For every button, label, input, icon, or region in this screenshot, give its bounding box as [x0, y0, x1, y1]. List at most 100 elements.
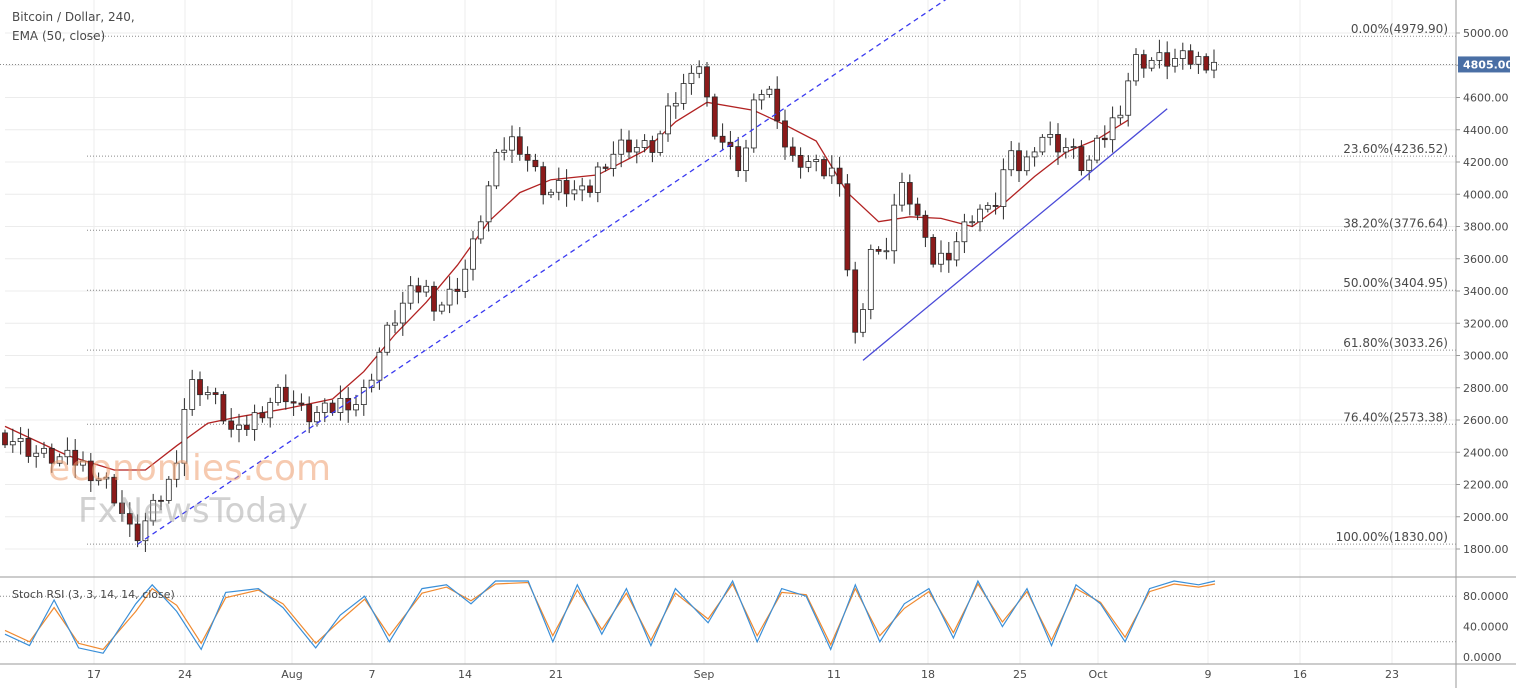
candle-body: [33, 452, 40, 457]
watermark-economies: economies.com: [48, 448, 331, 489]
candle-body: [758, 94, 765, 101]
watermark-fxnewstoday: FxNewsToday: [78, 491, 308, 531]
time-tick-label: Oct: [1088, 668, 1108, 681]
candle-body: [306, 404, 313, 423]
candle-body: [883, 250, 890, 253]
candle-body: [25, 437, 32, 457]
time-tick-label: 23: [1385, 668, 1399, 681]
price-tick-label: 2000.00: [1463, 511, 1509, 524]
candle-body: [134, 523, 141, 542]
price-tick-label: 2800.00: [1463, 382, 1509, 395]
candle-body: [813, 159, 820, 162]
candle-body: [633, 147, 640, 153]
candle-body: [1187, 50, 1194, 65]
candle-body: [719, 135, 726, 143]
symbol-title[interactable]: Bitcoin / Dollar, 240,: [12, 10, 135, 24]
candle-body: [415, 285, 422, 293]
stoch-k-line: [4, 579, 1216, 654]
candle-body: [1179, 50, 1186, 59]
candle-body: [571, 189, 578, 195]
grid-lines: [5, 0, 1456, 664]
candle-body: [399, 302, 406, 324]
candle-body: [696, 66, 703, 74]
candle-body: [1016, 150, 1022, 172]
candle-body: [259, 412, 266, 419]
price-tick-label: 3600.00: [1463, 253, 1509, 266]
stoch-tick-label: 40.0000: [1463, 621, 1509, 634]
candle-body: [368, 379, 375, 388]
candle-body: [72, 449, 79, 466]
candle-body: [438, 304, 445, 312]
candle-body: [899, 182, 905, 206]
candle-body: [243, 424, 250, 430]
candle-body: [158, 499, 164, 502]
candle-body: [844, 183, 851, 271]
candle-body: [821, 159, 827, 177]
candle-body: [774, 88, 781, 122]
candle-body: [298, 402, 305, 405]
candle-body: [532, 159, 539, 168]
candle-body: [626, 139, 632, 153]
candle-body: [353, 404, 359, 411]
candle-body: [9, 441, 16, 446]
candle-body: [555, 180, 562, 193]
candle-body: [914, 203, 921, 216]
candle-body: [1133, 54, 1139, 82]
candle-body: [961, 221, 968, 243]
candle-body: [485, 185, 492, 223]
candle-body: [610, 153, 617, 169]
candle-body: [1195, 56, 1202, 65]
time-tick-label: 9: [1205, 668, 1212, 681]
candle-body: [165, 478, 172, 501]
candle-body: [1070, 146, 1077, 149]
price-tick-label: 2200.00: [1463, 479, 1509, 492]
candle-body: [953, 241, 960, 261]
fib-level-label: 38.20%(3776.64): [1343, 216, 1448, 230]
stoch-rsi-label[interactable]: Stoch RSI (3, 3, 14, 14, close): [12, 588, 175, 601]
candle-body: [345, 397, 352, 411]
time-tick-label: 21: [549, 668, 563, 681]
candle-body: [548, 191, 554, 196]
candle-body: [251, 412, 258, 430]
price-tick-label: 4000.00: [1463, 188, 1509, 201]
candle-body: [431, 285, 437, 312]
candle-body: [423, 285, 430, 293]
candle-body: [516, 136, 523, 155]
candle-body: [407, 285, 414, 304]
candle-body: [462, 268, 469, 292]
candle-body: [938, 252, 944, 265]
candle-body: [64, 449, 71, 458]
candle-body: [969, 221, 976, 224]
candle-body: [173, 462, 180, 480]
stoch-d-line: [4, 581, 1216, 651]
candle-body: [236, 424, 242, 430]
candle-body: [17, 437, 24, 443]
candle-body: [1156, 52, 1163, 61]
candle-body: [189, 379, 196, 410]
candle-body: [103, 476, 110, 480]
candle-body: [1047, 134, 1054, 138]
candle-body: [789, 146, 796, 156]
candle-body: [1086, 159, 1093, 172]
candle-body: [337, 397, 344, 413]
candle-body: [797, 154, 804, 168]
candle-body: [672, 102, 679, 107]
price-tick-label: 2600.00: [1463, 414, 1509, 427]
candle-body: [540, 166, 547, 196]
candle-body: [119, 502, 125, 514]
candle-body: [657, 133, 664, 153]
fib-level-label: 61.80%(3033.26): [1343, 336, 1448, 350]
candle-body: [922, 214, 929, 238]
candle-body: [930, 236, 937, 265]
candle-body: [470, 238, 476, 270]
fib-level-label: 23.60%(4236.52): [1343, 142, 1448, 156]
time-tick-label: 7: [369, 668, 376, 681]
candle-body: [852, 269, 859, 333]
price-tick-label: 4200.00: [1463, 156, 1509, 169]
time-tick-label: 14: [458, 668, 472, 681]
ema-indicator-label[interactable]: EMA (50, close): [12, 29, 106, 43]
candle-body: [945, 252, 952, 261]
